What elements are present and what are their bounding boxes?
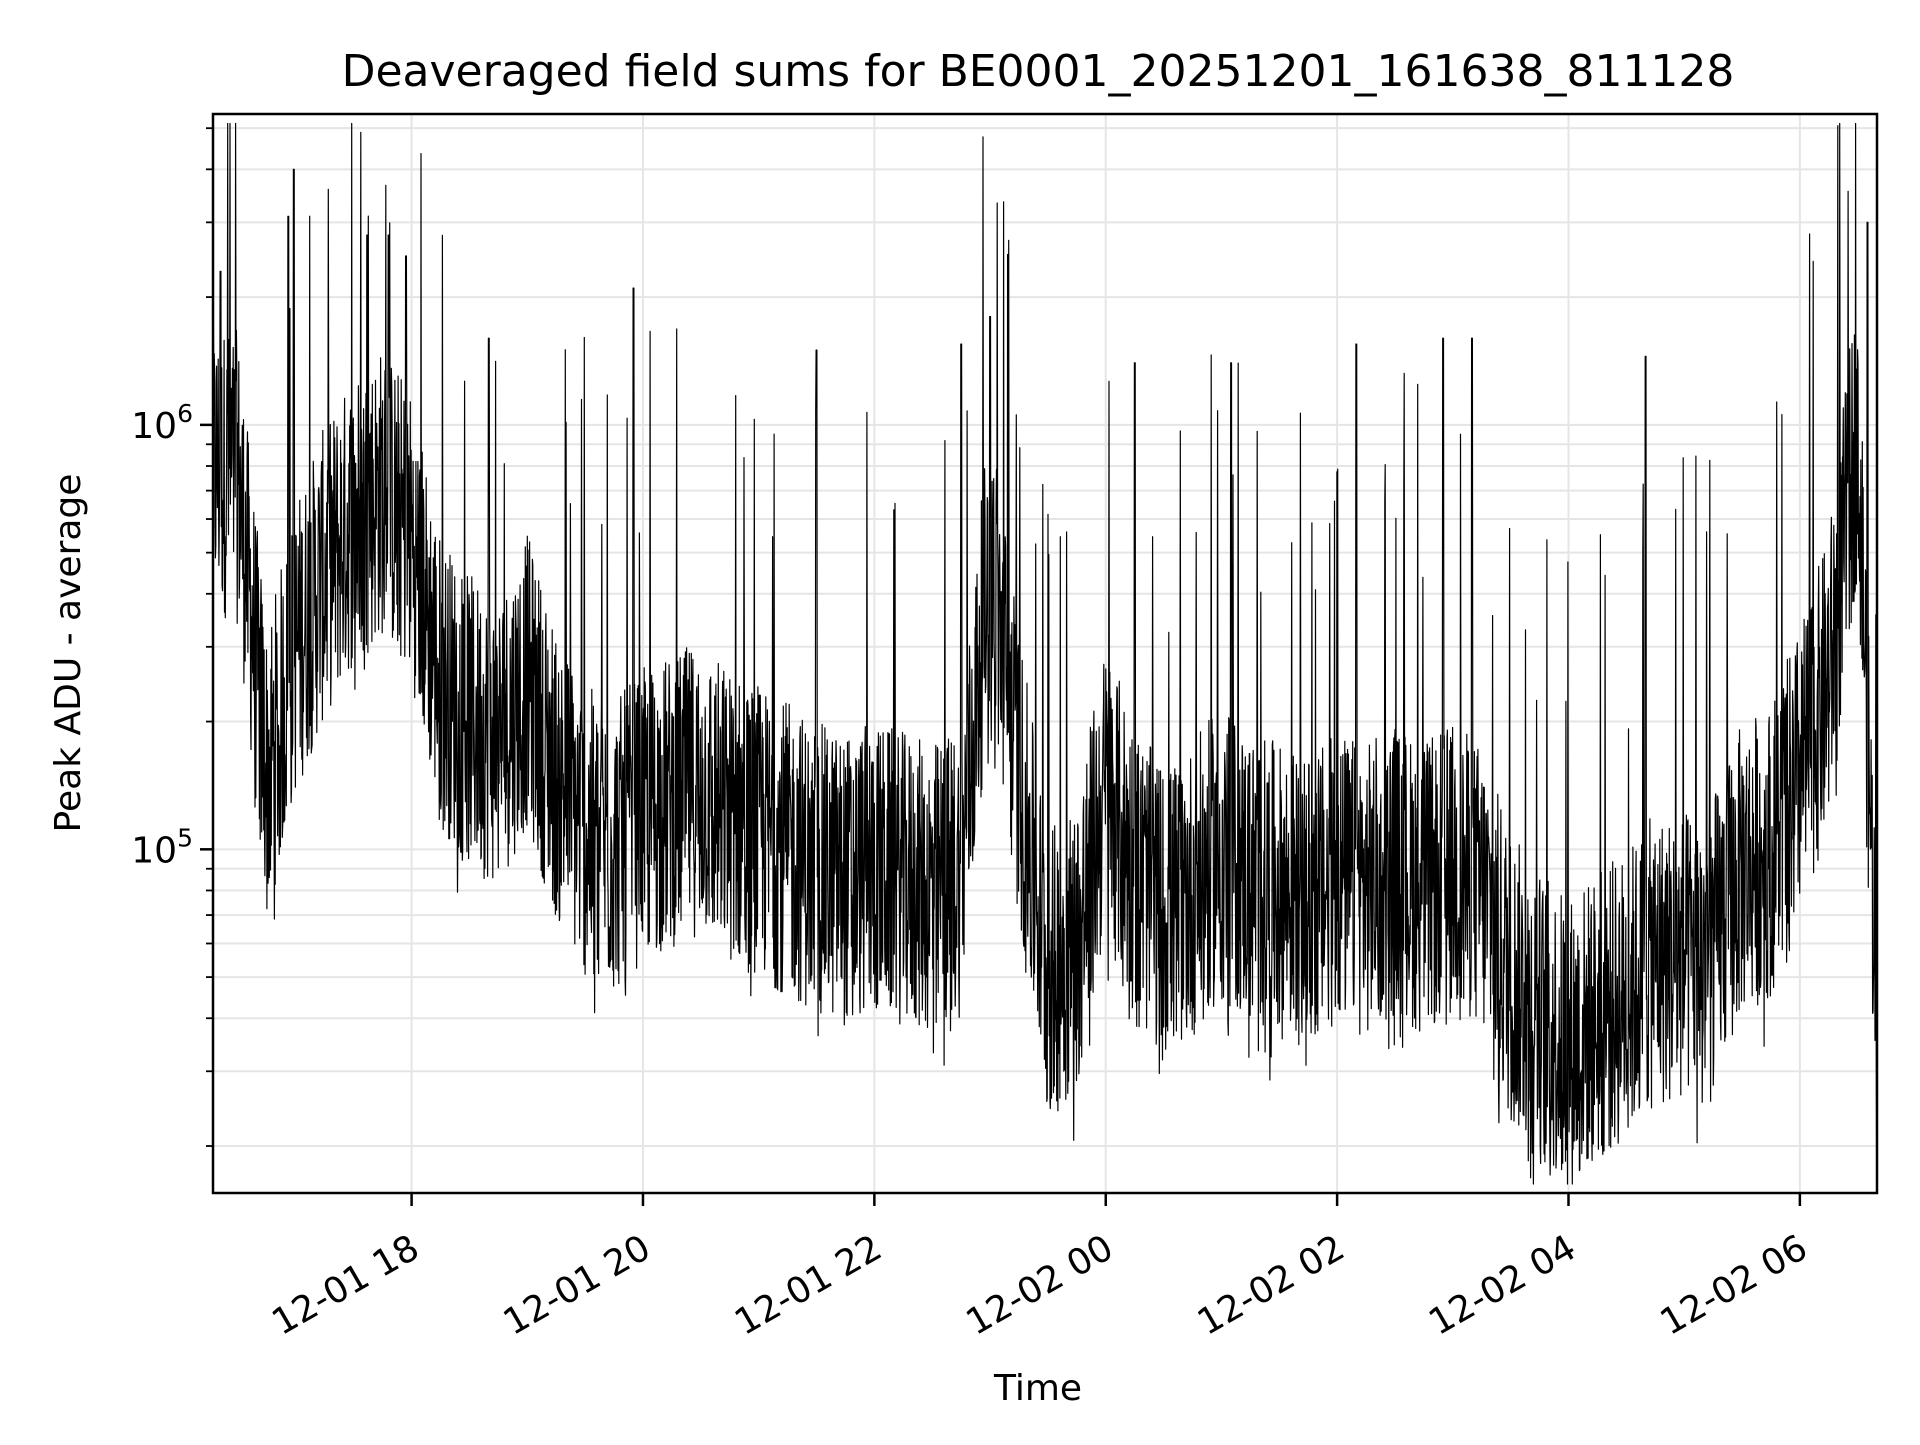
series-line xyxy=(212,122,1878,1185)
chart-title: Deaveraged field sums for BE0001_2025120… xyxy=(342,46,1735,97)
x-axis-label: Time xyxy=(993,1368,1082,1409)
plot-frame xyxy=(211,112,1879,1195)
y-tick-label: 105 xyxy=(131,823,193,871)
series-line-group xyxy=(212,122,1878,1185)
y-axis-label: Peak ADU - average xyxy=(48,474,89,833)
y-tick-label: 106 xyxy=(131,399,193,447)
